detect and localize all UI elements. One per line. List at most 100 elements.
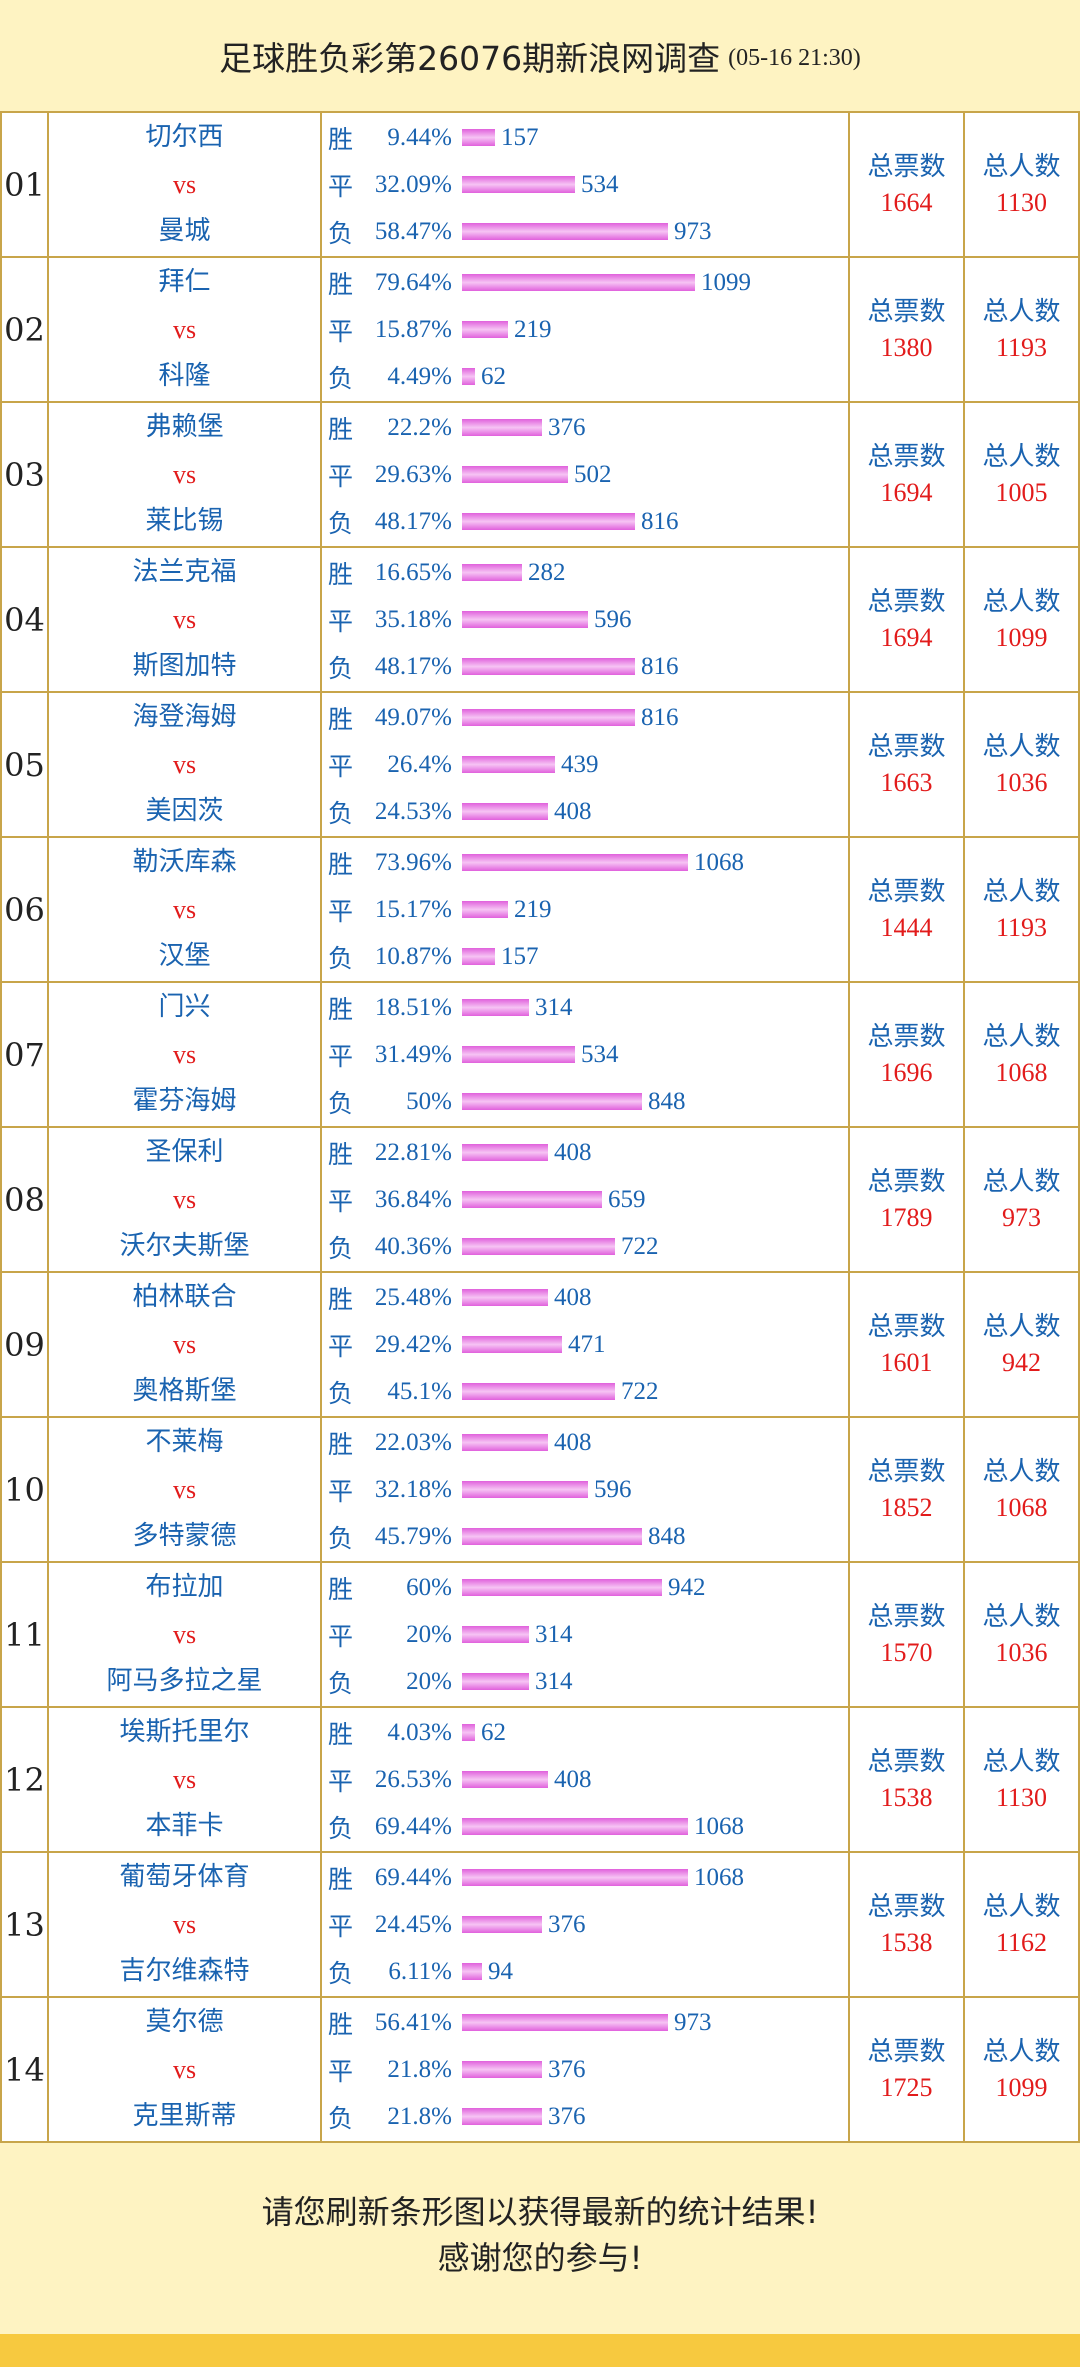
match-teams: 布拉加 vs 阿马多拉之星 <box>47 1561 322 1708</box>
total-people-value: 1068 <box>995 1057 1048 1087</box>
match-number: 12 <box>0 1706 49 1853</box>
win-bar <box>462 274 695 291</box>
match-number: 11 <box>0 1561 49 1708</box>
home-team: 勒沃库森 <box>132 847 237 877</box>
total-people-label: 总人数 <box>982 731 1061 762</box>
lose-percent: 4.49% <box>387 362 452 390</box>
total-people-label: 总人数 <box>982 441 1061 472</box>
lose-bar <box>462 803 548 820</box>
lose-row: 负 48.17% 816 <box>328 498 848 545</box>
home-team: 拜仁 <box>158 267 211 297</box>
lose-row: 负 48.17% 816 <box>328 643 848 690</box>
win-bar <box>462 2014 668 2031</box>
away-team: 沃尔夫斯堡 <box>119 1231 250 1261</box>
away-team: 克里斯蒂 <box>132 2101 237 2131</box>
win-label: 胜 <box>328 1139 354 1169</box>
draw-percent: 32.18% <box>374 1475 452 1503</box>
draw-bar <box>462 1046 575 1063</box>
match-number: 13 <box>0 1851 49 1998</box>
total-people-cell: 总人数 1068 <box>963 1416 1080 1563</box>
lose-row: 负 58.47% 973 <box>328 208 848 255</box>
total-people-value: 1193 <box>995 912 1048 942</box>
draw-row: 平 20% 314 <box>328 1611 848 1658</box>
lose-count: 816 <box>641 652 679 680</box>
footer-line-1: 请您刷新条形图以获得最新的统计结果! <box>261 2193 819 2231</box>
home-team: 圣保利 <box>145 1137 224 1167</box>
total-votes-value: 1570 <box>880 1637 933 1667</box>
draw-label: 平 <box>328 1911 354 1941</box>
draw-row: 平 21.8% 376 <box>328 2046 848 2093</box>
home-team: 不莱梅 <box>145 1427 224 1457</box>
win-percent: 25.48% <box>374 1283 452 1311</box>
total-votes-value: 1664 <box>880 187 933 217</box>
lose-percent: 21.8% <box>387 2102 452 2130</box>
draw-row: 平 15.17% 219 <box>328 886 848 933</box>
draw-label: 平 <box>328 171 354 201</box>
total-people-cell: 总人数 1130 <box>963 1706 1080 1853</box>
lose-percent: 40.36% <box>374 1232 452 1260</box>
lose-percent: 48.17% <box>374 652 452 680</box>
lose-label: 负 <box>328 1523 354 1553</box>
lose-bar <box>462 948 495 965</box>
lose-row: 负 69.44% 1068 <box>328 1803 848 1850</box>
draw-label: 平 <box>328 1621 354 1651</box>
vote-bars: 胜 79.64% 1099 平 15.87% 219 负 4.49% 62 <box>320 256 850 403</box>
win-percent: 73.96% <box>374 848 452 876</box>
lose-row: 负 24.53% 408 <box>328 788 848 835</box>
draw-row: 平 29.63% 502 <box>328 451 848 498</box>
lose-row: 负 40.36% 722 <box>328 1223 848 1270</box>
lose-percent: 48.17% <box>374 507 452 535</box>
win-row: 胜 79.64% 1099 <box>328 259 848 306</box>
away-team: 莱比锡 <box>145 506 224 536</box>
draw-count: 408 <box>554 1765 592 1793</box>
draw-label: 平 <box>328 1331 354 1361</box>
vote-bars: 胜 69.44% 1068 平 24.45% 376 负 6.11% 94 <box>320 1851 850 1998</box>
draw-label: 平 <box>328 1476 354 1506</box>
lose-count: 62 <box>481 362 506 390</box>
lose-percent: 58.47% <box>374 217 452 245</box>
vote-bars: 胜 25.48% 408 平 29.42% 471 负 45.1% 722 <box>320 1271 850 1418</box>
vs-label: vs <box>172 750 197 779</box>
draw-percent: 29.42% <box>374 1330 452 1358</box>
match-row: 01 切尔西 vs 曼城 胜 9.44% 157 平 32.09% 534 负 58.47% 973 总票… <box>0 111 1080 258</box>
total-votes-value: 1789 <box>880 1202 933 1232</box>
win-row: 胜 60% 942 <box>328 1564 848 1611</box>
lose-percent: 24.53% <box>374 797 452 825</box>
match-row: 14 莫尔德 vs 克里斯蒂 胜 56.41% 973 平 21.8% 376 负 21.8% 376 总… <box>0 1996 1080 2143</box>
lose-count: 94 <box>488 1957 513 1985</box>
draw-row: 平 26.53% 408 <box>328 1756 848 1803</box>
match-teams: 弗赖堡 vs 莱比锡 <box>47 401 322 548</box>
total-people-cell: 总人数 973 <box>963 1126 1080 1273</box>
win-bar <box>462 1144 548 1161</box>
lose-count: 848 <box>648 1087 686 1115</box>
total-people-cell: 总人数 1099 <box>963 546 1080 693</box>
lose-row: 负 10.87% 157 <box>328 933 848 980</box>
win-count: 408 <box>554 1138 592 1166</box>
total-people-label: 总人数 <box>982 876 1061 907</box>
survey-table: 01 切尔西 vs 曼城胜 9.44% 157 平 32.09% 534 负 58.47% 973 总票… <box>0 111 1080 2143</box>
win-percent: 60% <box>406 1573 452 1601</box>
total-people-label: 总人数 <box>982 586 1061 617</box>
win-count: 408 <box>554 1283 592 1311</box>
total-votes-value: 1538 <box>880 1927 933 1957</box>
win-bar <box>462 419 542 436</box>
win-row: 胜 9.44% 157 <box>328 114 848 161</box>
total-people-label: 总人数 <box>982 1311 1061 1342</box>
match-number: 01 <box>0 111 49 258</box>
draw-label: 平 <box>328 2056 354 2086</box>
vs-label: vs <box>172 1620 197 1649</box>
away-team: 多特蒙德 <box>132 1521 237 1551</box>
total-people-cell: 总人数 1130 <box>963 111 1080 258</box>
home-team: 弗赖堡 <box>145 412 224 442</box>
lose-count: 722 <box>621 1377 659 1405</box>
win-bar <box>462 1869 688 1886</box>
win-bar <box>462 564 522 581</box>
footer: 请您刷新条形图以获得最新的统计结果! 感谢您的参与! <box>0 2143 1080 2281</box>
draw-percent: 26.53% <box>374 1765 452 1793</box>
win-count: 62 <box>481 1718 506 1746</box>
away-team: 科隆 <box>158 361 211 391</box>
total-people-cell: 总人数 942 <box>963 1271 1080 1418</box>
total-people-value: 1099 <box>995 622 1048 652</box>
vs-label: vs <box>172 460 197 489</box>
vote-bars: 胜 56.41% 973 平 21.8% 376 负 21.8% 376 <box>320 1996 850 2143</box>
